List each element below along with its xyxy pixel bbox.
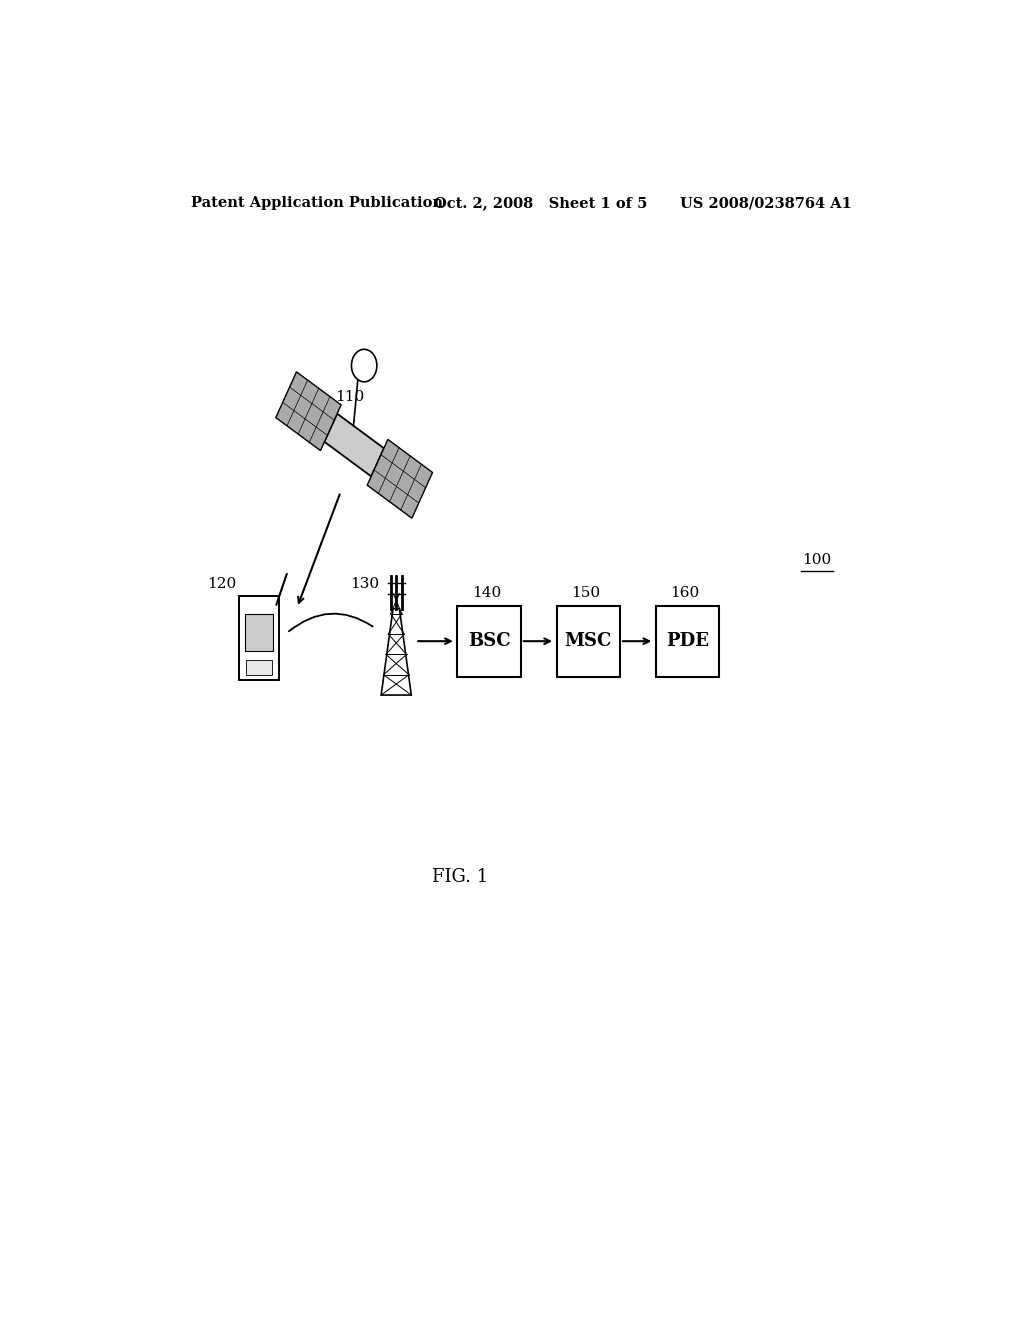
Text: 160: 160 (671, 586, 699, 599)
Bar (325, 413, 384, 477)
FancyArrowPatch shape (289, 614, 373, 631)
Bar (458, 606, 521, 677)
Text: PDE: PDE (666, 632, 709, 651)
Text: Patent Application Publication: Patent Application Publication (191, 195, 443, 210)
Bar (557, 606, 621, 677)
Bar (240, 597, 279, 680)
Text: 140: 140 (472, 586, 502, 599)
Text: 130: 130 (350, 577, 379, 591)
Bar (655, 606, 719, 677)
Text: 120: 120 (207, 577, 237, 591)
Text: MSC: MSC (564, 632, 612, 651)
Text: US 2008/0238764 A1: US 2008/0238764 A1 (680, 195, 851, 210)
Text: 100: 100 (802, 553, 831, 568)
Bar (368, 440, 432, 519)
Bar (246, 660, 271, 675)
Text: 110: 110 (336, 391, 365, 404)
Text: Oct. 2, 2008   Sheet 1 of 5: Oct. 2, 2008 Sheet 1 of 5 (433, 195, 647, 210)
Text: 150: 150 (571, 586, 600, 599)
Text: BSC: BSC (468, 632, 510, 651)
Polygon shape (381, 609, 412, 696)
Text: FIG. 1: FIG. 1 (431, 869, 487, 886)
Bar (275, 372, 341, 450)
Bar (245, 614, 273, 651)
